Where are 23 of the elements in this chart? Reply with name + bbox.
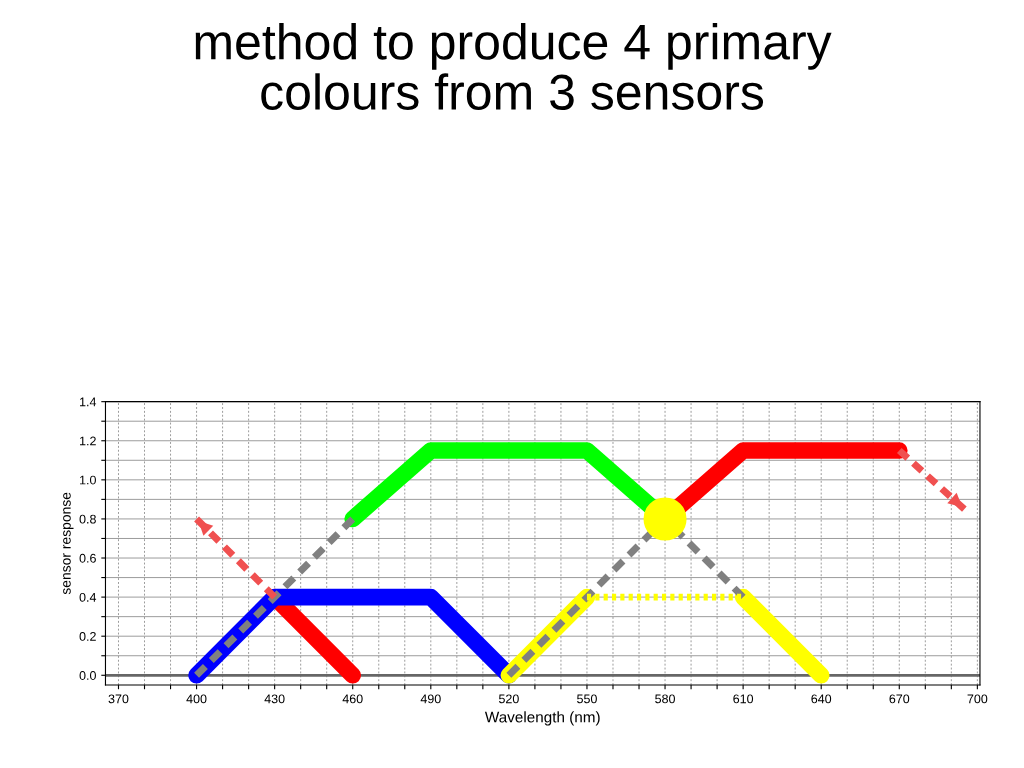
chart-title: method to produce 4 primary colours from 3 sensors bbox=[195, 23, 832, 110]
x-tick-label: 580 bbox=[655, 694, 675, 704]
x-tick-label: 520 bbox=[498, 694, 519, 704]
x-tick-label: 700 bbox=[967, 694, 988, 704]
y-tick-label: 0.2 bbox=[79, 632, 96, 641]
y-tick-label: 1.2 bbox=[80, 436, 96, 446]
x-tick-label: 490 bbox=[420, 694, 441, 704]
y-axis-title: sensor response bbox=[63, 492, 74, 595]
x-tick-label: 460 bbox=[342, 694, 363, 704]
y-tick-label: 1.4 bbox=[80, 397, 97, 407]
x-tick-label: 550 bbox=[577, 694, 597, 704]
x-axis-title: Wavelength (nm) bbox=[484, 711, 600, 726]
y-tick-label: 0.0 bbox=[79, 671, 96, 680]
x-tick-label: 400 bbox=[186, 694, 207, 704]
y-tick-label: 0.4 bbox=[79, 592, 97, 602]
y-tick-label: 0.6 bbox=[79, 553, 96, 563]
x-tick-label: 430 bbox=[264, 694, 285, 704]
x-tick-label: 640 bbox=[811, 694, 832, 704]
y-tick-label: 0.8 bbox=[79, 514, 96, 524]
y-tick-label: 1.0 bbox=[80, 475, 96, 485]
x-tick-label: 610 bbox=[733, 694, 754, 704]
x-tick-label: 670 bbox=[889, 694, 910, 704]
x-tick-label: 370 bbox=[108, 694, 129, 704]
